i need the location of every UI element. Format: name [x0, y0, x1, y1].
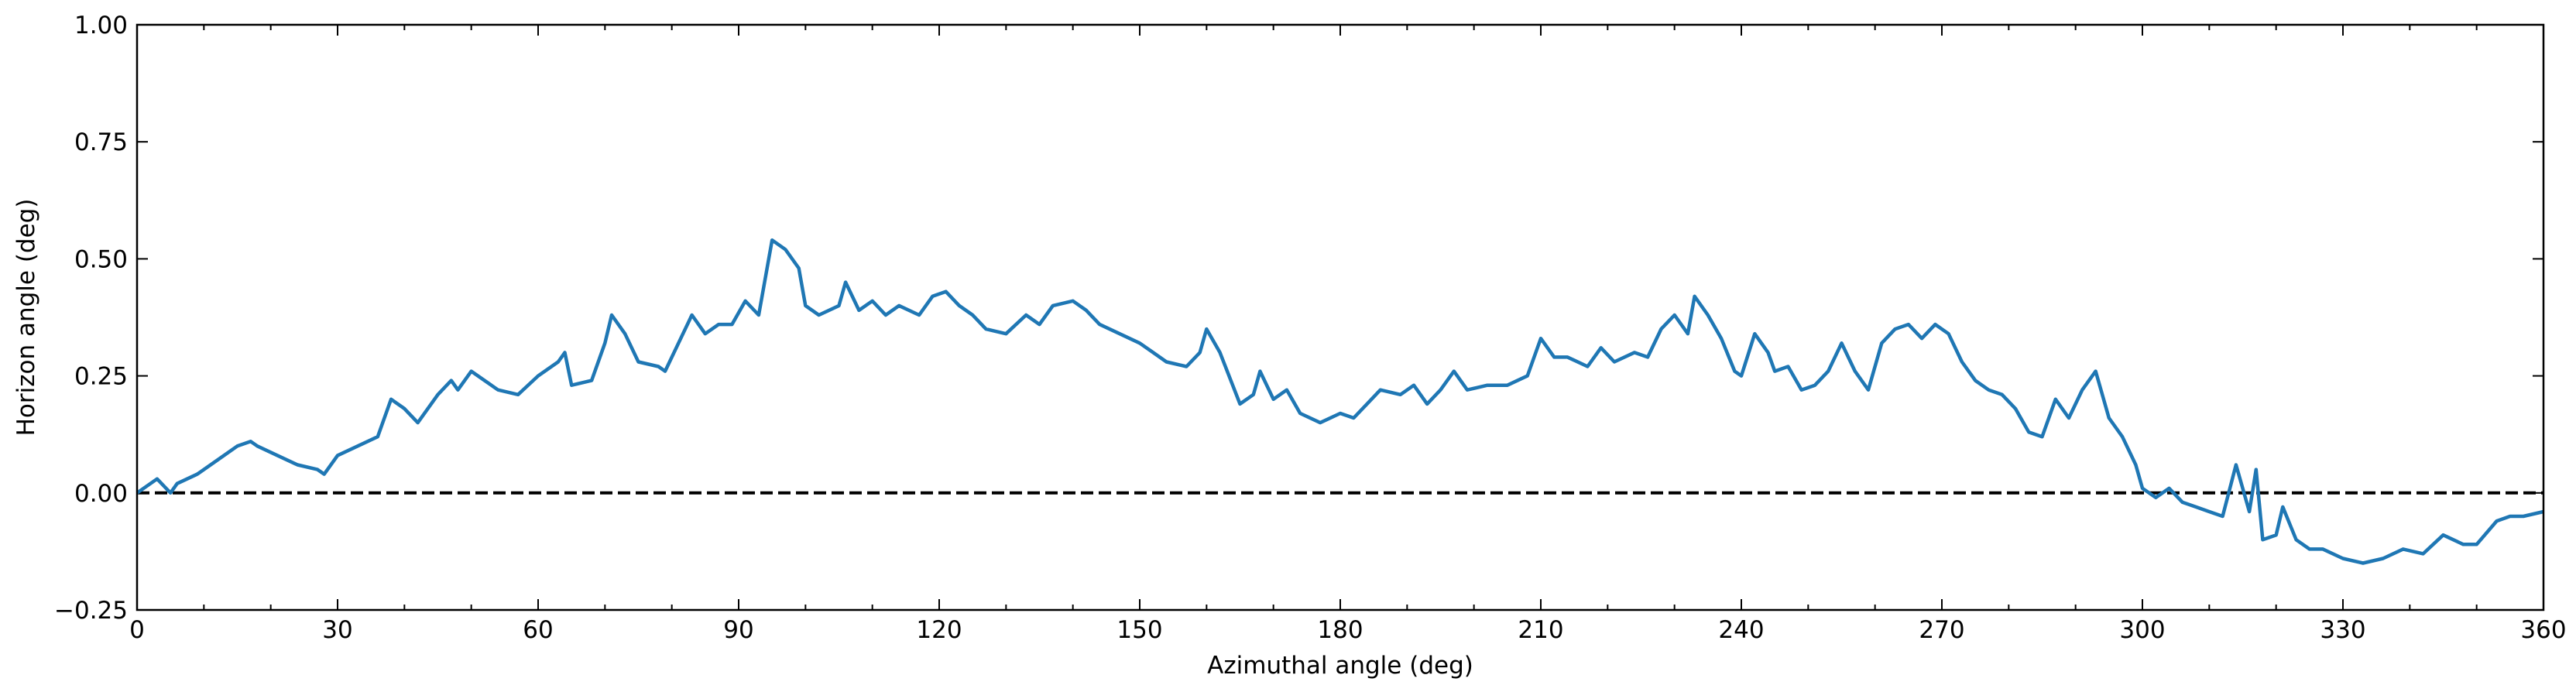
x-tick-label: 330	[2320, 616, 2365, 644]
x-tick-label: 120	[916, 616, 962, 644]
x-tick-label: 360	[2520, 616, 2566, 644]
y-tick-label: 0.75	[74, 128, 128, 156]
x-tick-label: 30	[322, 616, 352, 644]
y-tick-label: 1.00	[74, 12, 128, 39]
y-tick-label: 0.25	[74, 363, 128, 391]
y-tick-label: 0.50	[74, 245, 128, 273]
x-tick-label: 210	[1518, 616, 1563, 644]
x-tick-label: 270	[1919, 616, 1964, 644]
x-tick-label: 240	[1718, 616, 1764, 644]
y-tick-label: −0.25	[54, 597, 128, 625]
plot-frame	[135, 23, 2545, 611]
data-line	[135, 238, 2544, 565]
x-tick-label: 180	[1317, 616, 1363, 644]
x-tick-label: 90	[723, 616, 753, 644]
x-tick-label: 300	[2119, 616, 2165, 644]
x-tick-label: 0	[129, 616, 145, 644]
x-axis-label: Azimuthal angle (deg)	[1207, 652, 1473, 680]
y-axis-label: Horizon angle (deg)	[12, 199, 40, 437]
y-tick-label: 0.00	[74, 480, 128, 508]
x-tick-label: 60	[523, 616, 553, 644]
x-tick-label: 150	[1116, 616, 1162, 644]
